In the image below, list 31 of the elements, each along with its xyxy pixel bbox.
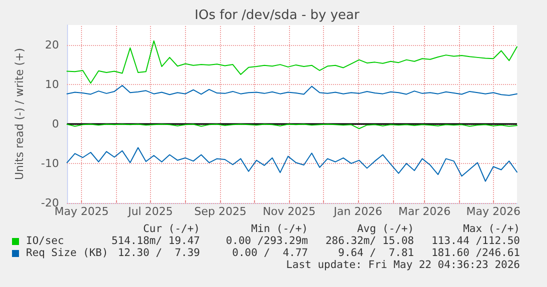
text: 113.44 /112.50: [431, 235, 520, 247]
x-tick-label: Sep 2025: [194, 205, 246, 218]
text: 286.32m/ 15.08: [325, 235, 414, 247]
line-series: [66, 147, 518, 182]
y-tick-label: -10: [41, 156, 59, 170]
line-series: [66, 85, 518, 96]
x-tick-label: May 2025: [54, 205, 109, 218]
text: Last update: Fri May 22 04:36:23 2026: [286, 259, 520, 271]
legend-label: IO/sec: [26, 235, 64, 247]
x-tick-label: Jan 2026: [332, 205, 382, 218]
x-tick-label: Nov 2025: [262, 205, 316, 218]
text: 12.30 / 7.39: [118, 247, 200, 259]
text: Min (-/+): [251, 223, 308, 235]
x-tick-label: May 2026: [466, 205, 520, 218]
text: Avg (-/+): [357, 223, 414, 235]
text: Cur (-/+): [143, 223, 200, 235]
y-tick-label: 20: [45, 38, 59, 52]
y-tick-label: 0: [52, 117, 59, 130]
text: 0.00 / 4.77: [232, 247, 308, 259]
text: Max (-/+): [463, 223, 520, 235]
text: 181.60 /246.61: [431, 247, 520, 259]
legend-label: Req Size (KB): [26, 247, 108, 259]
text: 9.64 / 7.81: [338, 247, 414, 259]
line-series: [66, 40, 518, 84]
x-tick-label: Jul 2025: [127, 205, 173, 218]
y-axis-title: Units read (-) / write (+): [13, 48, 26, 180]
x-tick-label: Mar 2026: [398, 205, 451, 218]
chart-title: IOs for /dev/sda - by year: [194, 8, 360, 23]
text: 0.00 /293.29m: [226, 235, 308, 247]
text: 514.18m/ 19.47: [111, 235, 200, 247]
y-tick-label: 10: [45, 78, 59, 91]
